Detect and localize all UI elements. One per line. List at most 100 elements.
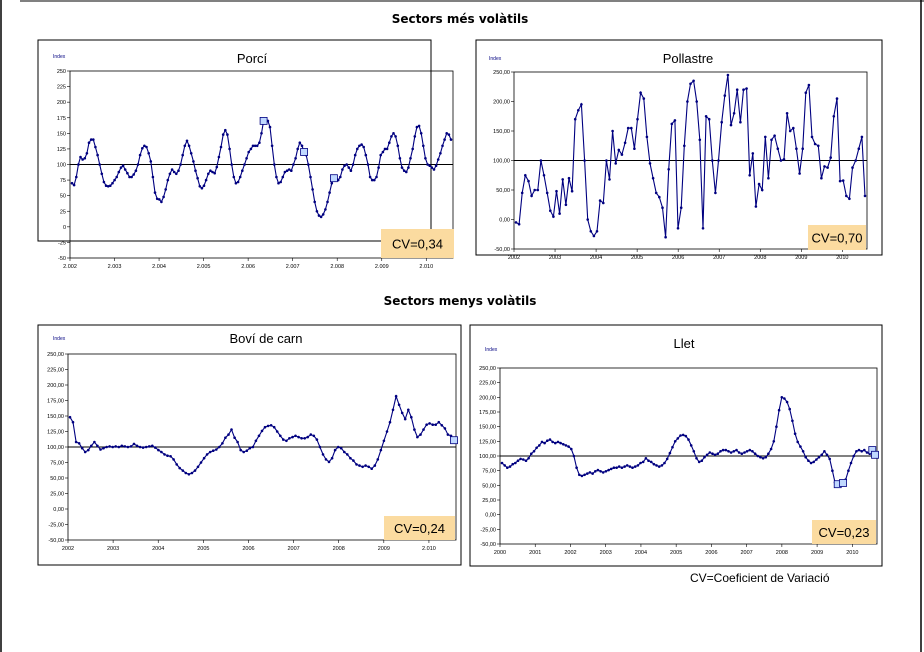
data-point: [114, 445, 117, 448]
highlight-marker: [450, 436, 458, 445]
data-point: [788, 407, 791, 411]
y-tick-label: 50: [60, 194, 66, 200]
data-point: [809, 461, 813, 465]
y-tick-label: 225,00: [47, 368, 64, 374]
data-point: [230, 428, 233, 431]
data-point: [300, 437, 303, 440]
x-tick-label: 2.009: [375, 264, 389, 270]
data-point: [410, 415, 413, 419]
data-point: [177, 169, 180, 172]
data-point: [538, 444, 541, 447]
chart-2: Pollastre Index -50,00 0,00 50,00 100,00 150,0…: [475, 39, 883, 261]
data-point: [506, 466, 509, 470]
data-point: [266, 424, 270, 428]
data-point: [860, 450, 863, 453]
data-point: [545, 191, 549, 195]
data-point: [346, 453, 349, 456]
data-point: [826, 166, 829, 169]
x-tick-label: 2004: [590, 255, 602, 261]
data-point: [426, 163, 429, 166]
data-point: [213, 171, 216, 175]
data-point: [228, 147, 231, 151]
data-point: [554, 441, 557, 445]
data-point: [748, 174, 751, 177]
data-point: [698, 138, 702, 142]
data-point: [221, 442, 224, 445]
data-point: [524, 174, 527, 177]
data-point: [285, 439, 288, 443]
y-tick-label: 250,00: [479, 366, 496, 372]
footnote: CV=Coeficient de Variació: [690, 571, 830, 585]
section-title-top: Sectors més volàtils: [391, 12, 529, 26]
data-point: [83, 450, 87, 454]
data-point: [368, 175, 372, 179]
y-tick-label: 100,00: [47, 445, 64, 451]
data-point: [578, 473, 581, 477]
data-point: [319, 215, 323, 219]
data-point: [562, 443, 565, 446]
data-point: [164, 188, 167, 191]
data-point: [279, 434, 282, 438]
data-point: [443, 427, 447, 430]
data-point: [120, 444, 124, 448]
data-point: [358, 144, 361, 148]
data-point: [102, 180, 106, 184]
data-point: [218, 445, 221, 449]
data-point: [199, 461, 203, 464]
y-tick-label: 150,00: [479, 425, 496, 431]
highlight-marker: [329, 174, 338, 183]
data-point: [245, 449, 249, 453]
data-point: [807, 459, 810, 463]
x-tick-label: 2007: [713, 255, 725, 261]
x-tick-label: 2009: [795, 255, 807, 261]
data-point: [132, 442, 136, 446]
y-tick-label: 0,00: [53, 507, 64, 513]
data-point: [745, 87, 748, 90]
x-tick-label: 2003: [549, 255, 561, 261]
data-point: [767, 176, 770, 180]
y-tick-label: 250,00: [493, 70, 510, 76]
data-point: [402, 169, 406, 172]
data-point: [160, 200, 163, 204]
data-point: [141, 147, 144, 150]
data-point: [647, 459, 650, 463]
data-point: [306, 435, 310, 439]
data-point: [144, 445, 148, 449]
data-point: [838, 179, 842, 183]
data-point: [358, 464, 361, 467]
data-point: [294, 157, 297, 160]
data-point: [588, 471, 592, 474]
y-tick-label: 25,00: [482, 498, 496, 504]
data-point: [134, 169, 138, 172]
data-point: [445, 132, 449, 135]
data-point: [392, 132, 395, 135]
data-point: [436, 158, 440, 161]
data-point: [795, 147, 798, 150]
data-point: [275, 175, 278, 179]
data-point: [527, 457, 530, 460]
data-point: [524, 459, 528, 463]
data-point: [273, 163, 276, 166]
data-point: [792, 126, 795, 130]
data-point: [652, 462, 656, 466]
data-point: [80, 446, 84, 450]
data-point: [658, 195, 661, 199]
y-axis-label: Index: [53, 54, 66, 60]
data-point: [829, 156, 832, 159]
data-point: [288, 437, 291, 440]
data-point: [196, 176, 199, 180]
data-point: [355, 463, 358, 466]
data-point: [589, 230, 593, 233]
x-tick-label: 2009: [811, 550, 823, 556]
x-tick-label: 2002: [62, 546, 74, 552]
data-point: [196, 465, 200, 469]
data-point: [848, 197, 851, 201]
data-point: [296, 147, 300, 151]
data-point: [591, 472, 594, 475]
y-tick-label: -50: [58, 256, 66, 262]
data-point: [147, 152, 150, 155]
data-point: [94, 145, 97, 149]
data-point: [333, 448, 337, 452]
data-point: [673, 440, 677, 443]
data-point: [777, 408, 781, 412]
